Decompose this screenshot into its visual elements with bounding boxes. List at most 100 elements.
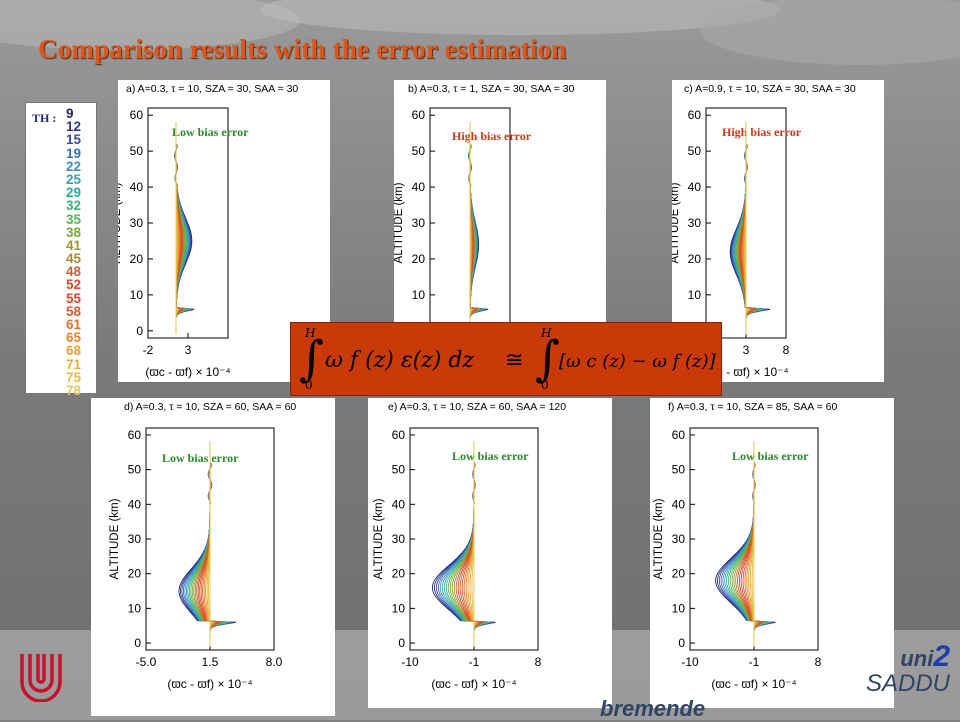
- x-tick-label: -5.0: [136, 655, 157, 669]
- y-tick-label: 60: [412, 108, 426, 122]
- integral-right-lower: 0: [541, 378, 549, 392]
- x-tick-label: -10: [681, 655, 699, 669]
- bias-annotation: Low bias error: [732, 449, 809, 463]
- y-tick-label: 0: [678, 636, 685, 650]
- y-tick-label: 40: [688, 180, 702, 194]
- chart-panel-c: c) A=0.9, τ = 10, SZA = 30, SAA = 300102…: [672, 80, 884, 382]
- y-tick-label: 20: [412, 252, 426, 266]
- chart-d: d) A=0.3, τ = 10, SZA = 60, SAA = 60 0 10 2…: [109, 401, 296, 691]
- chart-title: f) A=0.3, τ = 10, SZA = 85, SAA = 60: [668, 401, 838, 413]
- y-axis-label: ALTITUDE (km): [118, 182, 123, 263]
- bias-annotation: Low bias error: [452, 449, 529, 463]
- y-tick-label: 40: [392, 497, 406, 511]
- chart-title: c) A=0.9, τ = 10, SZA = 30, SAA = 30: [684, 83, 856, 95]
- y-tick-label: 30: [672, 532, 686, 546]
- y-axis-label: ALTITUDE (km): [109, 498, 121, 579]
- y-tick-label: 10: [412, 288, 426, 302]
- y-tick-label: 60: [392, 428, 406, 442]
- integral-right-sign: ∫: [535, 331, 560, 387]
- y-tick-label: 60: [672, 428, 686, 442]
- error-formula: ∫ H 0 ω f (z) ε(z) dz ≅ ∫ H 0 [ω c (z) −…: [299, 326, 743, 392]
- bias-annotation: High bias error: [452, 129, 532, 143]
- y-axis-label: ALTITUDE (km): [394, 182, 405, 263]
- integral-left-sign: ∫: [299, 331, 324, 387]
- x-tick-label: 8: [815, 655, 822, 669]
- legend-values: 9 12 15 19 22 25 29 32 35 38 41 45 48 52 55 58 61 65 68 71 7…: [66, 106, 82, 398]
- x-tick-label: -1: [469, 655, 480, 669]
- bias-annotation: Low bias error: [162, 451, 239, 465]
- x-tick-label: 3: [743, 343, 750, 357]
- y-tick-label: 60: [130, 108, 144, 122]
- legend-value: 55: [66, 290, 82, 306]
- chart-panel-e: e) A=0.3, τ = 10, SZA = 60, SAA = 120 0 10…: [368, 398, 612, 708]
- profile-line-th-55: [740, 122, 756, 335]
- y-tick-label: 0: [136, 324, 143, 338]
- x-axis-label: (ϖc - ϖf) × 10⁻⁴: [703, 365, 788, 379]
- chart-f: f) A=0.3, τ = 10, SZA = 85, SAA = 60 0 10 2…: [653, 401, 838, 691]
- y-tick-label: 40: [128, 497, 142, 511]
- slide-title: Comparison results with the error estima…: [38, 34, 567, 64]
- x-tick-label: 3: [185, 343, 192, 357]
- institute-logo-top: uni2: [866, 640, 950, 674]
- chart-panel-d: d) A=0.3, τ = 10, SZA = 60, SAA = 60 0 10 2…: [91, 398, 335, 716]
- y-tick-label: 50: [130, 144, 144, 158]
- chart-title: b) A=0.3, τ = 1, SZA = 30, SAA = 30: [408, 83, 575, 95]
- profile-line-th-52: [739, 122, 755, 335]
- chart-title: d) A=0.3, τ = 10, SZA = 60, SAA = 60: [124, 401, 296, 413]
- legend-label-text: TH: [32, 111, 50, 125]
- legend-value: 15: [66, 132, 82, 148]
- integral-left-body: ω f (z) ε(z) dz: [325, 348, 474, 373]
- y-tick-label: 10: [688, 288, 702, 302]
- profile-line-th-22: [732, 122, 766, 335]
- y-tick-label: 30: [392, 532, 406, 546]
- y-tick-label: 0: [134, 636, 141, 650]
- legend-value: 61: [66, 317, 82, 332]
- y-tick-label: 30: [128, 532, 142, 546]
- y-tick-label: 40: [672, 497, 686, 511]
- legend-value: 52: [66, 277, 82, 293]
- y-tick-label: 40: [412, 180, 426, 194]
- legend-value: 29: [66, 185, 82, 201]
- profile-line-th-15: [731, 122, 768, 335]
- x-axis-label: (ϖc - ϖf) × 10⁻⁴: [145, 365, 230, 379]
- integral-left-upper: H: [304, 326, 316, 340]
- legend-value: 38: [66, 224, 82, 240]
- bias-annotation: Low bias error: [172, 125, 249, 139]
- legend-value: 9: [66, 106, 74, 121]
- x-tick-label: 8.0: [266, 655, 283, 669]
- chart-title: e) A=0.3, τ = 10, SZA = 60, SAA = 120: [388, 401, 566, 413]
- profile-line-th-41: [737, 122, 759, 335]
- y-axis-label: ALTITUDE (km): [672, 182, 681, 263]
- y-tick-label: 40: [130, 180, 144, 194]
- y-tick-label: 50: [128, 463, 142, 477]
- x-tick-label: -10: [401, 655, 419, 669]
- profile-line-th-12: [730, 122, 765, 335]
- y-tick-label: 30: [130, 216, 144, 230]
- y-axis-label: ALTITUDE (km): [653, 498, 665, 579]
- institute-logo-bottom: SADDU: [865, 670, 950, 697]
- profile-line-th-61: [741, 122, 753, 335]
- y-tick-label: 10: [128, 601, 142, 615]
- profile-line-th-9: [729, 122, 771, 335]
- y-tick-label: 20: [672, 567, 686, 581]
- y-tick-label: 50: [672, 463, 686, 477]
- y-tick-label: 50: [392, 463, 406, 477]
- legend-value: 19: [66, 145, 82, 161]
- integral-left-lower: 0: [305, 378, 313, 392]
- legend-value: 32: [66, 198, 82, 214]
- legend-value: 22: [66, 158, 82, 174]
- y-tick-label: 60: [688, 108, 702, 122]
- y-tick-label: 10: [672, 601, 686, 615]
- x-axis-label: (ϖc - ϖf) × 10⁻⁴: [711, 677, 796, 691]
- threshold-legend: TH : 9 12 15 19 22 25 29 32 35 38 41 45 48 52 55 58 61 65…: [25, 102, 97, 398]
- legend-value: 25: [66, 171, 82, 187]
- approx-sign: ≅: [505, 348, 523, 373]
- x-tick-label: 8: [535, 655, 542, 669]
- legend-value: 68: [66, 343, 82, 359]
- legend-value: 78: [66, 382, 82, 398]
- profile-line-th-35: [735, 122, 762, 335]
- legend-label-separator: :: [52, 111, 57, 125]
- legend-value: 65: [66, 330, 82, 346]
- y-tick-label: 20: [128, 567, 142, 581]
- legend-value: 58: [66, 303, 82, 319]
